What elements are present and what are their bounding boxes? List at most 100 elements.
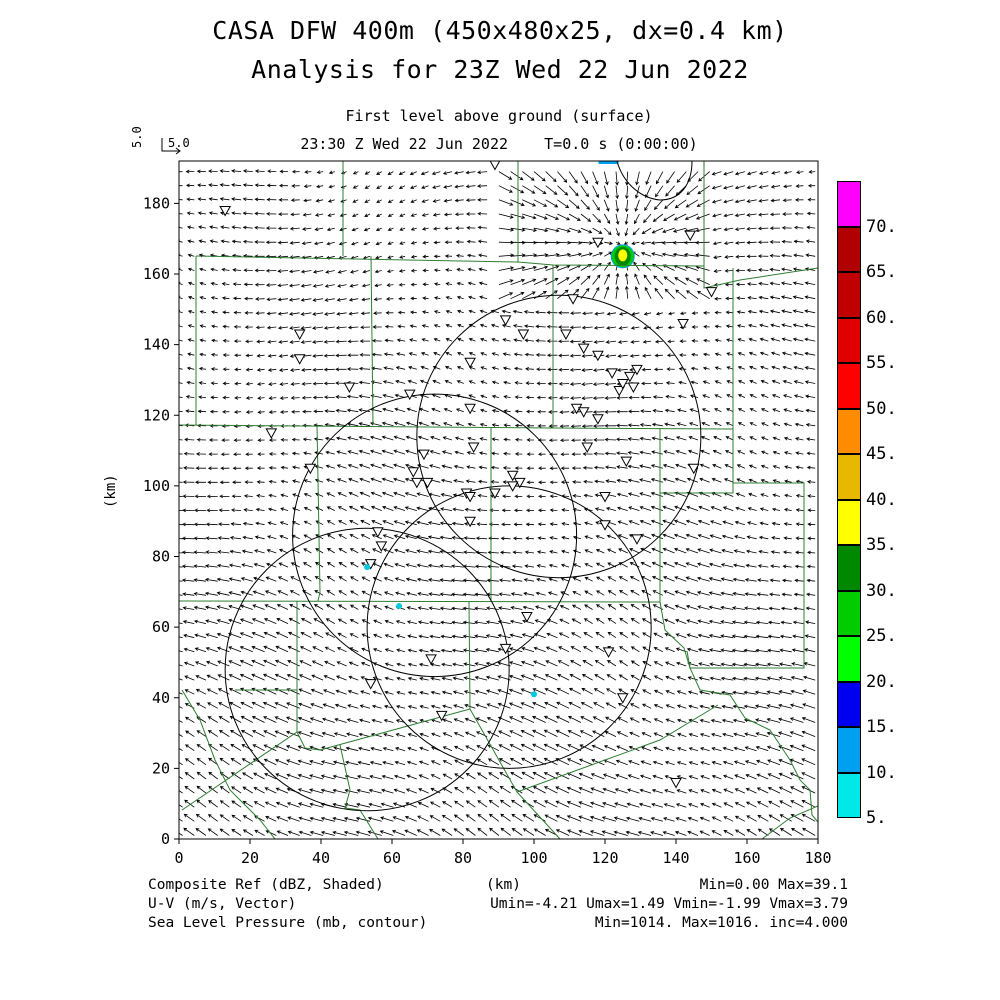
station-marker	[499, 315, 512, 326]
title-line-1: CASA DFW 400m (450x480x25, dx=0.4 km)	[212, 16, 788, 45]
station-marker	[599, 491, 611, 503]
station-marker	[467, 442, 480, 454]
station-marker	[631, 364, 643, 376]
colorbar-label: 50.	[866, 398, 897, 419]
colorbar-segment	[837, 226, 861, 272]
x-tick-label: 180	[804, 849, 831, 867]
wind-vectors	[179, 169, 816, 836]
station-marker	[581, 442, 594, 454]
reflectivity-cells	[598, 161, 635, 269]
station-marker	[265, 428, 278, 439]
colorbar-label: 35.	[866, 535, 897, 555]
station-marker	[670, 778, 682, 789]
radar-site-marker	[364, 564, 371, 571]
station-marker	[705, 287, 718, 298]
y-tick-label: 160	[143, 265, 170, 283]
station-marker	[464, 403, 476, 415]
colorbar-label: 70.	[866, 216, 897, 237]
station-marker	[517, 329, 530, 341]
pressure-contour	[616, 161, 693, 201]
station-marker	[560, 329, 572, 341]
radar-range-rings	[224, 294, 702, 812]
station-marker	[364, 679, 377, 690]
x-tick-label: 60	[383, 849, 401, 867]
county-line	[195, 255, 705, 267]
station-marker	[521, 612, 533, 623]
colorbar-label: 20.	[866, 671, 897, 692]
station-marker	[592, 237, 604, 249]
title-line-2: Analysis for 23Z Wed 22 Jun 2022	[251, 55, 749, 84]
station-marker	[418, 449, 430, 461]
radar-sites	[364, 564, 537, 698]
station-marker	[684, 230, 697, 242]
county-boundaries	[179, 161, 818, 839]
radar-range-ring	[416, 294, 702, 579]
y-axis: 0 20 40 60 80 100 120 140 160 180	[143, 194, 179, 848]
colorbar-segment	[837, 272, 861, 318]
station-marker	[577, 343, 590, 355]
station-marker	[464, 357, 476, 369]
footer-pressure-minmax: Min=1014. Max=1016. inc=4.000	[594, 915, 848, 931]
colorbar-segment	[837, 772, 861, 818]
x-tick-label: 0	[174, 849, 183, 867]
county-line	[339, 744, 379, 839]
colorbar-segment	[837, 408, 861, 454]
wind-vector-field	[179, 169, 816, 836]
colorbar-label: 40.	[866, 489, 897, 510]
colorbar-segment	[837, 727, 861, 773]
x-tick-label: 140	[662, 849, 689, 867]
station-marker	[506, 481, 519, 492]
station-marker	[616, 378, 629, 390]
y-tick-label: 0	[161, 830, 170, 848]
x-tick-label: 40	[312, 849, 330, 867]
station-marker	[627, 382, 640, 394]
y-tick-label: 100	[143, 477, 170, 495]
footer-field-wind: U-V (m/s, Vector)	[148, 896, 297, 912]
station-marker	[599, 520, 611, 531]
county-line	[516, 791, 561, 839]
station-marker	[421, 477, 434, 489]
reflectivity-35dbz	[618, 249, 628, 262]
station-marker	[293, 354, 306, 365]
colorbar-segment	[837, 363, 861, 409]
station-marker	[616, 693, 629, 704]
colorbar-segment	[837, 317, 861, 363]
county-line	[686, 482, 805, 669]
level-subtitle: First level above ground (surface)	[345, 107, 653, 125]
y-tick-label: 80	[152, 548, 170, 566]
station-marker	[425, 654, 437, 665]
y-axis-label: (km)	[103, 474, 119, 508]
station-marker	[592, 350, 604, 362]
county-line	[660, 268, 734, 494]
radar-range-ring	[224, 527, 510, 812]
county-line	[659, 601, 818, 823]
colorbar-label: 55.	[866, 353, 897, 373]
station-markers	[219, 161, 718, 789]
county-line	[703, 161, 818, 289]
county-line	[181, 689, 276, 839]
county-line	[179, 600, 661, 603]
colorbar-segment	[837, 181, 861, 227]
colorbar-label: 15.	[866, 717, 897, 737]
time-subtitle: 23:30 Z Wed 22 Jun 2022 T=0.0 s (0:00:00…	[300, 135, 698, 153]
reference-vector	[161, 138, 181, 155]
station-marker	[293, 329, 306, 341]
station-marker	[577, 407, 590, 418]
colorbar-segment	[837, 454, 861, 500]
y-tick-label: 40	[152, 689, 170, 707]
station-marker	[499, 643, 512, 655]
radar-site-marker	[531, 691, 537, 698]
footer-field-ref: Composite Ref (dBZ, Shaded)	[148, 877, 384, 893]
station-marker	[620, 456, 633, 468]
footer-wind-minmax: Umin=-4.21 Umax=1.49 Vmin=-1.99 Vmax=3.7…	[490, 896, 848, 912]
pressure-contour-line	[616, 161, 693, 201]
station-marker	[343, 382, 356, 394]
station-marker	[411, 477, 423, 489]
colorbar-label: 30.	[866, 580, 897, 601]
colorbar-label: 45.	[866, 444, 897, 464]
station-marker	[435, 710, 448, 722]
station-marker	[592, 414, 604, 425]
colorbar-label: 65.	[866, 262, 897, 282]
x-tick-label: 20	[241, 849, 259, 867]
colorbar-label: 10.	[866, 762, 897, 783]
